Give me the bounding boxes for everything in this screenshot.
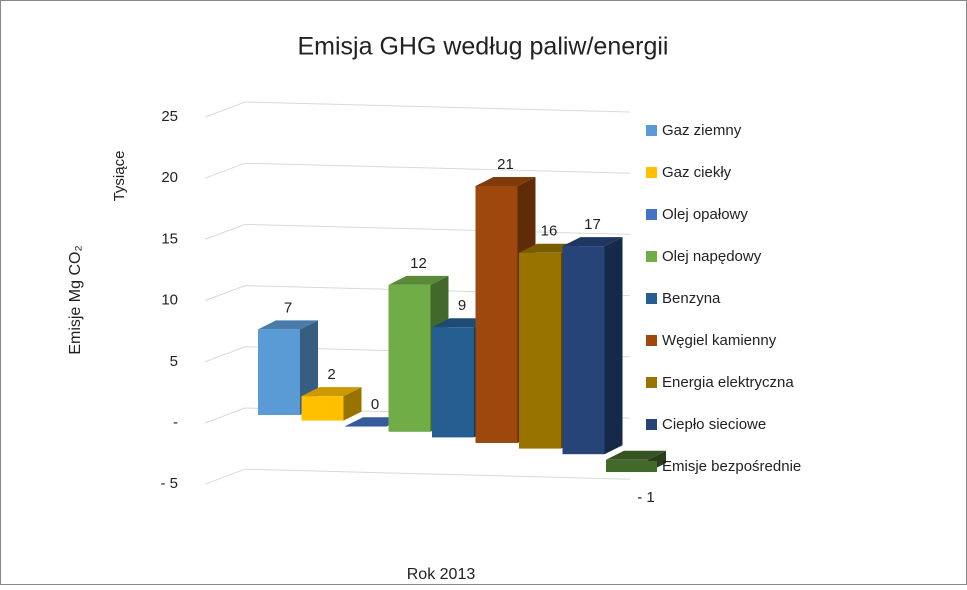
legend-swatch	[646, 293, 657, 304]
legend-label: Gaz ciekły	[662, 164, 732, 181]
legend-swatch	[646, 461, 657, 472]
bar-side	[343, 387, 362, 421]
y-tick-label: 25	[161, 108, 178, 125]
data-label: 16	[541, 223, 558, 240]
bar-front	[519, 252, 561, 449]
bar-front	[301, 396, 344, 421]
data-label: 0	[371, 396, 379, 413]
legend-swatch	[646, 125, 657, 136]
bar-front	[388, 284, 431, 432]
chart-title: Emisja GHG według paliw/energii	[298, 33, 669, 61]
x-category-label: Rok 2013	[407, 566, 476, 583]
bar-front	[475, 185, 518, 443]
legend-label: Benzyna	[662, 290, 721, 307]
grid-line	[204, 468, 631, 485]
y-tick-label: 10	[161, 292, 178, 309]
data-label: 9	[458, 297, 466, 314]
legend-label: Węgiel kamienny	[662, 332, 777, 349]
y-tick-label: - 5	[160, 475, 178, 492]
bar-top	[475, 176, 536, 186]
bar-front	[345, 426, 387, 427]
bar	[301, 387, 362, 421]
y-tick-label: 15	[161, 230, 178, 247]
y-units-label: Tysiące	[111, 151, 128, 202]
bar	[606, 450, 666, 473]
grid-line	[204, 101, 631, 118]
bar-top	[388, 275, 449, 285]
legend-swatch	[646, 377, 657, 388]
legend-swatch	[646, 251, 657, 262]
bar-front	[562, 246, 605, 455]
y-tick-label: 20	[161, 169, 178, 186]
bar	[562, 237, 623, 455]
legend-swatch	[646, 335, 657, 346]
data-label: 21	[497, 156, 514, 173]
grid-line	[204, 162, 631, 179]
legend-label: Ciepło sieciowe	[662, 416, 766, 433]
data-label: 7	[284, 299, 292, 316]
legend-swatch	[646, 209, 657, 220]
data-label: 17	[584, 216, 601, 233]
y-tick-label: -	[173, 414, 178, 431]
bar-top	[301, 387, 362, 397]
bar-front	[432, 327, 474, 438]
bar-top	[606, 450, 666, 460]
y-tick-label: 5	[170, 353, 178, 370]
bar-top	[258, 320, 318, 330]
data-label: - 1	[637, 489, 655, 506]
bar-side	[604, 237, 623, 455]
bar-front	[606, 459, 648, 473]
legend-label: Emisje bezpośrednie	[662, 458, 801, 475]
y-axis-label: Emisje Mg CO₂	[67, 245, 84, 354]
bar-front	[258, 329, 300, 415]
legend-swatch	[646, 167, 657, 178]
legend-label: Olej napędowy	[662, 248, 762, 265]
data-label: 2	[327, 366, 335, 383]
legend-label: Gaz ziemny	[662, 122, 742, 139]
data-label: 12	[410, 255, 427, 272]
legend-label: Energia elektryczna	[662, 374, 794, 391]
bar-top	[562, 237, 623, 247]
legend-swatch	[646, 419, 657, 430]
legend-label: Olej opałowy	[662, 206, 748, 223]
